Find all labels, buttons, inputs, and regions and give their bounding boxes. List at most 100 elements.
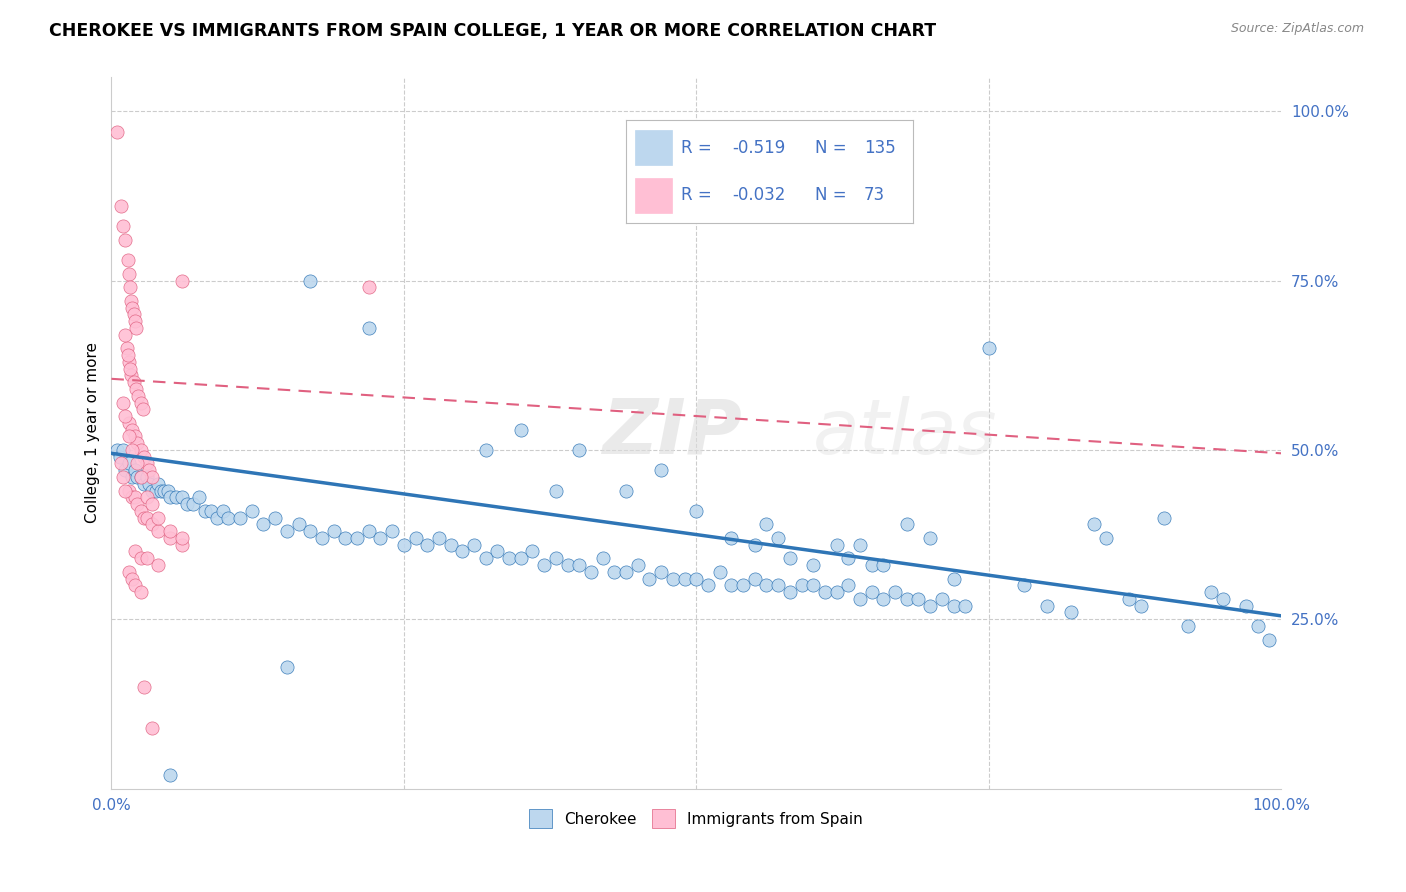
Point xyxy=(121,301,143,315)
Point xyxy=(138,476,160,491)
Point xyxy=(205,510,228,524)
Point xyxy=(977,342,1000,356)
Point xyxy=(141,470,163,484)
Point xyxy=(117,253,139,268)
Point xyxy=(299,524,322,538)
Point xyxy=(129,585,152,599)
Point xyxy=(118,355,141,369)
Point xyxy=(110,199,132,213)
Point xyxy=(1199,585,1222,599)
Point xyxy=(837,578,859,592)
Point xyxy=(159,768,181,782)
Point xyxy=(872,591,894,606)
Point xyxy=(662,572,685,586)
Point xyxy=(134,476,156,491)
Point xyxy=(685,504,707,518)
Point xyxy=(135,491,157,505)
Point xyxy=(112,470,135,484)
Point xyxy=(127,470,149,484)
Point xyxy=(141,497,163,511)
Point xyxy=(673,572,696,586)
Point xyxy=(744,538,766,552)
Point xyxy=(849,591,872,606)
Point xyxy=(240,504,263,518)
Point xyxy=(127,436,149,450)
Point xyxy=(105,442,128,457)
Point xyxy=(557,558,579,572)
Point xyxy=(1094,531,1116,545)
Point xyxy=(1212,591,1234,606)
Point xyxy=(129,442,152,457)
Point xyxy=(955,599,977,613)
Point xyxy=(170,538,193,552)
Text: atlas: atlas xyxy=(813,396,998,470)
Point xyxy=(486,544,509,558)
Point xyxy=(159,531,181,545)
Point xyxy=(766,578,789,592)
Point xyxy=(121,442,143,457)
Point xyxy=(568,558,591,572)
Point xyxy=(118,483,141,498)
Point xyxy=(509,423,531,437)
Point xyxy=(120,293,142,308)
Point xyxy=(1083,517,1105,532)
Point xyxy=(872,558,894,572)
Point xyxy=(451,544,474,558)
Point xyxy=(650,463,672,477)
Point xyxy=(650,565,672,579)
Point xyxy=(110,457,132,471)
Point xyxy=(176,497,198,511)
Point xyxy=(509,551,531,566)
Point xyxy=(697,578,720,592)
Point xyxy=(592,551,614,566)
Point xyxy=(125,321,148,335)
Point xyxy=(153,483,176,498)
Point xyxy=(942,599,965,613)
Point xyxy=(120,361,142,376)
Point xyxy=(790,578,813,592)
Point xyxy=(1247,619,1270,633)
Point xyxy=(122,375,145,389)
Point xyxy=(1118,591,1140,606)
Point xyxy=(357,321,380,335)
Point xyxy=(614,565,637,579)
Point xyxy=(896,591,918,606)
Point xyxy=(568,442,591,457)
Point xyxy=(416,538,439,552)
Point xyxy=(217,510,239,524)
Point xyxy=(118,565,141,579)
Point xyxy=(132,402,155,417)
Point xyxy=(755,517,778,532)
Point xyxy=(134,450,156,464)
Point xyxy=(200,504,222,518)
Legend: Cherokee, Immigrants from Spain: Cherokee, Immigrants from Spain xyxy=(523,804,869,834)
Point xyxy=(170,274,193,288)
Point xyxy=(122,308,145,322)
Point xyxy=(766,531,789,545)
Point xyxy=(287,517,309,532)
Point xyxy=(1153,510,1175,524)
Point xyxy=(112,395,135,409)
Point xyxy=(105,125,128,139)
Point xyxy=(124,429,146,443)
Text: Source: ZipAtlas.com: Source: ZipAtlas.com xyxy=(1230,22,1364,36)
Point xyxy=(801,558,824,572)
Point xyxy=(907,591,929,606)
Point xyxy=(125,382,148,396)
Point xyxy=(627,558,650,572)
Point xyxy=(381,524,404,538)
Point xyxy=(1129,599,1152,613)
Point xyxy=(141,721,163,735)
Point xyxy=(165,491,187,505)
Point xyxy=(181,497,204,511)
Point xyxy=(120,280,142,294)
Text: ZIP: ZIP xyxy=(603,396,742,470)
Point xyxy=(638,572,661,586)
Point xyxy=(148,476,170,491)
Point xyxy=(311,531,333,545)
Point xyxy=(118,457,141,471)
Point xyxy=(579,565,602,579)
Point xyxy=(159,491,181,505)
Point xyxy=(322,524,344,538)
Point xyxy=(188,491,211,505)
